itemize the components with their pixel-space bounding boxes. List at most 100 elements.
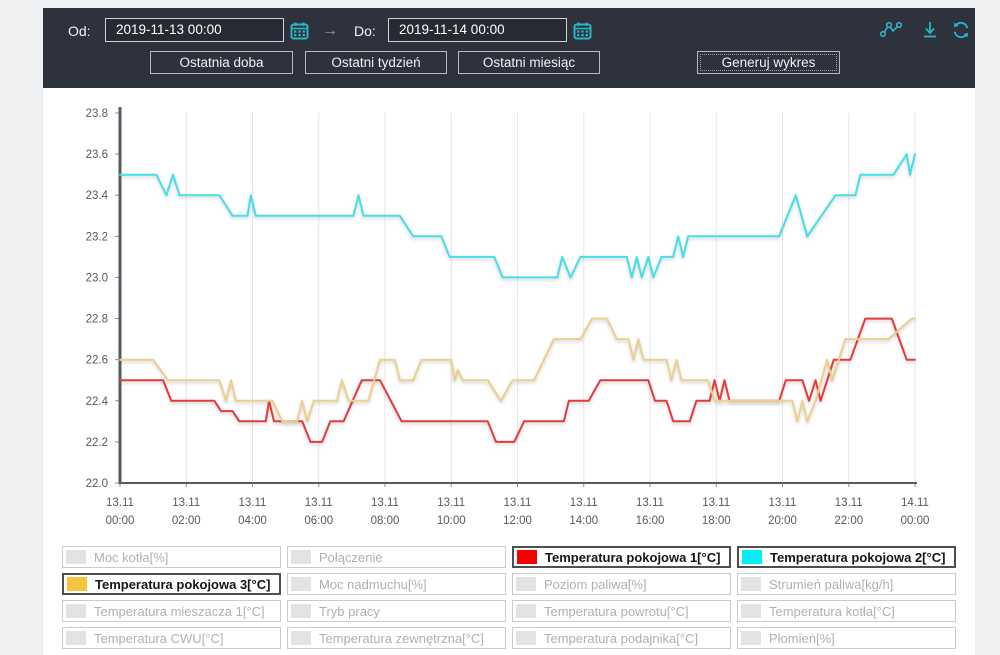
- x-tick-label-time: 04:00: [238, 515, 267, 527]
- temperature-line-chart: 13.11 00:00 13.11 02:00 13.11 04:00 13.11 06:00…: [86, 107, 930, 527]
- y-tick-label: 22.0: [86, 478, 108, 490]
- generate-chart-button[interactable]: Generuj wykres: [697, 51, 840, 74]
- legend-label: Temperatura pokojowa 3[°C]: [95, 576, 271, 592]
- legend-swatch: [741, 577, 761, 591]
- legend-item-moc-nadmuchu[interactable]: Moc nadmuchu[%]: [287, 573, 506, 595]
- x-tick-label-time: 00:00: [901, 515, 930, 527]
- legend-item-moc-kot-a[interactable]: Moc kotła[%]: [62, 546, 281, 568]
- legend-swatch: [66, 604, 86, 618]
- x-tick-label-time: 10:00: [437, 515, 466, 527]
- y-tick-label: 23.8: [86, 108, 108, 120]
- x-tick-label-date: 14.11: [901, 497, 929, 509]
- from-datetime-value: 2019-11-13 00:00: [116, 22, 222, 37]
- share-nodes-icon[interactable]: [879, 20, 903, 42]
- series-line-temperatura-pokojowa-2-c: [119, 153, 916, 279]
- legend-label: Temperatura zewnętrzna[°C]: [319, 630, 484, 646]
- legend-item-temperatura-mieszacza-1-c[interactable]: Temperatura mieszacza 1[°C]: [62, 600, 281, 622]
- legend-label: Temperatura pokojowa 2[°C]: [770, 549, 946, 565]
- legend-swatch: [291, 577, 311, 591]
- range-arrow: →: [322, 22, 338, 39]
- download-icon[interactable]: [920, 20, 942, 42]
- from-datetime-input[interactable]: 2019-11-13 00:00: [105, 18, 284, 42]
- x-tick-label-date: 13.11: [106, 497, 134, 509]
- legend-item-temperatura-pokojowa-1-c[interactable]: Temperatura pokojowa 1[°C]: [512, 546, 731, 568]
- y-tick-label: 23.0: [86, 272, 108, 284]
- legend-label: Moc nadmuchu[%]: [319, 576, 427, 592]
- x-tick-label-date: 13.11: [702, 497, 730, 509]
- last-month-button[interactable]: Ostatni miesiąc: [458, 51, 600, 74]
- legend-item-po-czenie[interactable]: Połączenie: [287, 546, 506, 568]
- legend-item-temperatura-kot-a-c[interactable]: Temperatura kotła[°C]: [737, 600, 956, 622]
- legend-item-temperatura-pokojowa-2-c[interactable]: Temperatura pokojowa 2[°C]: [737, 546, 956, 568]
- legend-swatch: [66, 550, 86, 564]
- legend-item-temperatura-cwu-c[interactable]: Temperatura CWU[°C]: [62, 627, 281, 649]
- legend-item-poziom-paliwa[interactable]: Poziom paliwa[%]: [512, 573, 731, 595]
- legend-item-temperatura-zewn-trzna-c[interactable]: Temperatura zewnętrzna[°C]: [287, 627, 506, 649]
- legend-swatch: [291, 604, 311, 618]
- x-tick-label-time: 14:00: [569, 515, 598, 527]
- legend-item-temperatura-powrotu-c[interactable]: Temperatura powrotu[°C]: [512, 600, 731, 622]
- to-calendar-icon[interactable]: [573, 21, 595, 43]
- legend-item-strumie-paliwa-kg-h[interactable]: Strumień paliwa[kg/h]: [737, 573, 956, 595]
- x-tick-label-time: 00:00: [106, 515, 135, 527]
- legend-item-temperatura-podajnika-c[interactable]: Temperatura podajnika[°C]: [512, 627, 731, 649]
- legend-item-temperatura-pokojowa-3-c[interactable]: Temperatura pokojowa 3[°C]: [62, 573, 281, 595]
- legend-label: Połączenie: [319, 549, 383, 565]
- legend-item-p-omie[interactable]: Płomień[%]: [737, 627, 956, 649]
- x-tick-label-time: 02:00: [172, 515, 201, 527]
- legend-label: Moc kotła[%]: [94, 549, 169, 565]
- x-tick-label-date: 13.11: [305, 497, 333, 509]
- x-tick-label-date: 13.11: [239, 497, 267, 509]
- legend-swatch: [742, 550, 762, 564]
- x-tick-label-time: 20:00: [768, 515, 797, 527]
- legend-swatch: [291, 550, 311, 564]
- legend-label: Temperatura mieszacza 1[°C]: [94, 603, 265, 619]
- legend-swatch: [741, 604, 761, 618]
- to-datetime-value: 2019-11-14 00:00: [399, 22, 505, 37]
- to-datetime-input[interactable]: 2019-11-14 00:00: [388, 18, 567, 42]
- x-tick-label-time: 16:00: [636, 515, 665, 527]
- series-line-temperatura-pokojowa-3-c: [119, 317, 916, 423]
- x-tick-label-date: 13.11: [570, 497, 598, 509]
- y-tick-label: 23.4: [86, 190, 109, 202]
- legend-swatch: [516, 577, 536, 591]
- refresh-icon[interactable]: [951, 20, 973, 42]
- y-tick-label: 23.6: [86, 149, 108, 161]
- x-tick-label-date: 13.11: [636, 497, 664, 509]
- x-tick-label-time: 06:00: [304, 515, 333, 527]
- from-calendar-icon[interactable]: [290, 21, 312, 43]
- last-day-button[interactable]: Ostatnia doba: [150, 51, 293, 74]
- y-tick-label: 22.2: [86, 437, 108, 449]
- x-tick-label-time: 22:00: [834, 515, 863, 527]
- legend-label: Płomień[%]: [769, 630, 835, 646]
- x-tick-label-time: 12:00: [503, 515, 532, 527]
- legend-swatch: [516, 604, 536, 618]
- legend-label: Strumień paliwa[kg/h]: [769, 576, 894, 592]
- x-tick-label-date: 13.11: [371, 497, 399, 509]
- legend-label: Temperatura pokojowa 1[°C]: [545, 549, 721, 565]
- legend-item-tryb-pracy[interactable]: Tryb pracy: [287, 600, 506, 622]
- legend-label: Poziom paliwa[%]: [544, 576, 647, 592]
- from-label: Od:: [68, 23, 91, 39]
- monitoring-panel: Od: 2019-11-13 00:00 → Do: 2019-11-14 00…: [43, 8, 975, 655]
- legend-label: Temperatura CWU[°C]: [94, 630, 224, 646]
- y-tick-label: 22.8: [86, 314, 108, 326]
- legend-swatch: [66, 631, 86, 645]
- legend-label: Temperatura podajnika[°C]: [544, 630, 699, 646]
- x-tick-label-date: 13.11: [437, 497, 465, 509]
- legend-swatch: [741, 631, 761, 645]
- last-week-button[interactable]: Ostatni tydzień: [305, 51, 447, 74]
- legend-swatch: [67, 577, 87, 591]
- x-tick-label-date: 13.11: [172, 497, 200, 509]
- x-tick-label-date: 13.11: [769, 497, 797, 509]
- chart-panel: 13.11 00:00 13.11 02:00 13.11 04:00 13.11 06:00…: [43, 88, 975, 655]
- y-tick-label: 22.4: [86, 396, 109, 408]
- y-tick-label: 23.2: [86, 231, 108, 243]
- y-tick-label: 22.6: [86, 355, 108, 367]
- x-tick-label-date: 13.11: [504, 497, 532, 509]
- chart-legend: Moc kotła[%] Połączenie Temperatura pokojo…: [62, 546, 956, 649]
- legend-swatch: [516, 631, 536, 645]
- x-tick-label-time: 18:00: [702, 515, 731, 527]
- legend-swatch: [291, 631, 311, 645]
- chart-controls-header: Od: 2019-11-13 00:00 → Do: 2019-11-14 00…: [43, 8, 975, 88]
